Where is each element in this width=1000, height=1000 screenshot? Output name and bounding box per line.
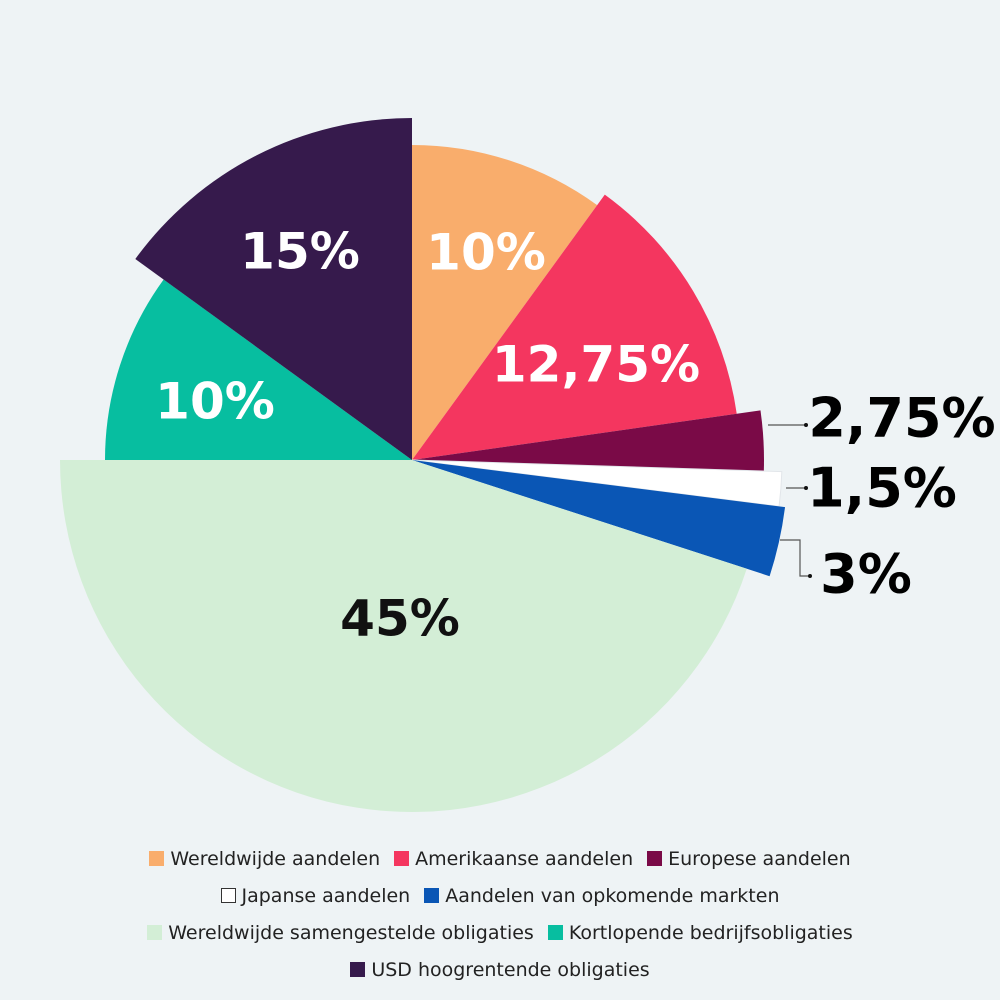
legend-swatch [149,851,165,866]
legend-row: USD hoogrentende obligaties [0,951,1000,988]
slice-label: 3% [820,543,912,606]
legend-label: Aandelen van opkomende markten [445,884,780,907]
slice-label: 2,75% [808,387,995,450]
leader-line [780,539,810,577]
pie-slice [412,194,737,460]
legend-swatch [220,888,236,903]
slice-label: 45% [340,590,460,648]
slice-label: 15% [240,223,360,281]
legend-swatch [647,851,663,866]
legend-swatch [424,888,440,903]
legend-item: Wereldwijde samengestelde obligaties [147,922,534,944]
pie-slice [411,459,783,507]
legend-row: Wereldwijde samengestelde obligaties Kort… [0,914,1000,951]
legend-label: Kortlopende bedrijfsobligaties [568,921,853,944]
legend-row: Wereldwijde aandelen Amerikaanse aandelen… [0,840,1000,877]
legend-label: Europese aandelen [668,847,851,870]
legend-label: USD hoogrentende obligaties [371,958,650,981]
legend-label: Wereldwijde samengestelde obligaties [168,921,534,944]
legend: Wereldwijde aandelen Amerikaanse aandelen… [0,840,1000,988]
legend-item: Japanse aandelen [220,884,411,907]
pie-slice [412,460,786,577]
pie-slice [105,279,412,460]
pie-slice [60,460,747,813]
legend-item: Amerikaanse aandelen [394,848,633,870]
legend-row: Japanse aandelen Aandelen van opkomende m… [0,877,1000,914]
legend-label: Amerikaanse aandelen [415,847,634,870]
slice-label: 12,75% [492,336,700,394]
pie-chart: 10% 12,75% 2,75% 1,5% 3% 45% 10% 15% [60,118,996,813]
legend-swatch [350,962,366,977]
leader-dot [804,423,808,427]
slice-label: 10% [155,373,275,431]
legend-swatch [394,851,410,866]
legend-item: Wereldwijde aandelen [149,848,380,870]
pie-slice [412,145,598,460]
legend-swatch [547,925,563,940]
pie-slice [135,118,412,460]
legend-label: Wereldwijde aandelen [170,847,381,870]
legend-swatch [147,925,163,940]
legend-label: Japanse aandelen [241,884,411,907]
slice-label: 10% [426,224,546,282]
slice-label: 1,5% [807,457,957,520]
pie-slice [412,410,764,472]
leader-dot [804,486,808,490]
leader-dot [808,574,812,578]
legend-item: Kortlopende bedrijfsobligaties [547,921,853,944]
legend-item: Europese aandelen [647,848,851,870]
legend-item: Aandelen van opkomende markten [424,885,779,907]
legend-item: USD hoogrentende obligaties [350,958,650,981]
